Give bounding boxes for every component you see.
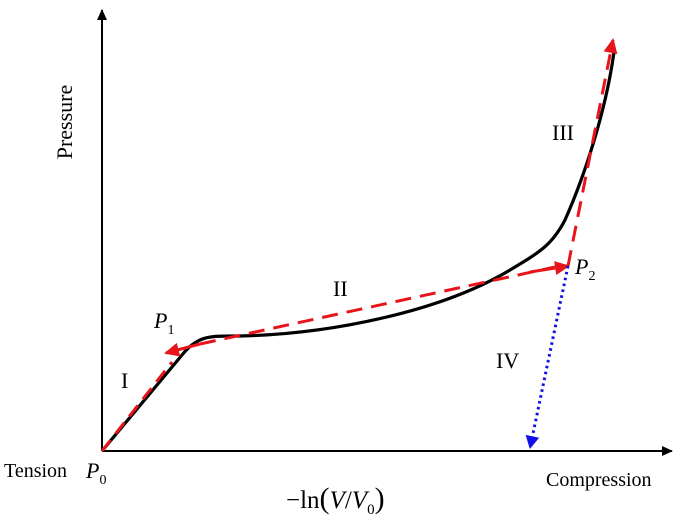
formula-slash: / <box>345 487 352 514</box>
region-label-4: IV <box>496 348 519 373</box>
p2-sub: 2 <box>588 269 595 284</box>
formula-minus-ln: −ln <box>286 487 320 514</box>
dashed-path-region-1 <box>100 361 174 452</box>
dashed-path-region-2 <box>199 265 556 346</box>
x-axis-formula: −ln(V/V0) <box>286 482 385 518</box>
formula-v0-base: V <box>352 487 370 514</box>
dashed-path-arrow-p1 <box>164 342 201 357</box>
point-label-p0: P0 <box>85 458 106 488</box>
p1-sub: 1 <box>167 323 174 338</box>
formula-close-paren: ) <box>375 482 385 515</box>
region-label-3: III <box>552 120 574 145</box>
p0-sub: 0 <box>99 473 106 488</box>
point-label-p1: P1 <box>153 308 174 338</box>
formula-v0-sub: 0 <box>367 502 375 518</box>
formula-v: V <box>330 487 348 514</box>
p1-base: P <box>153 308 167 333</box>
pressure-curve <box>100 51 616 453</box>
tension-label: Tension <box>4 460 67 482</box>
dashed-path-region-3 <box>566 38 618 267</box>
p2-base: P <box>574 254 588 279</box>
unloading-path-region-4 <box>525 265 570 449</box>
region-label-1: I <box>121 368 128 393</box>
point-label-p2: P2 <box>574 254 595 284</box>
compression-label: Compression <box>546 469 652 491</box>
formula-open-paren: ( <box>320 482 330 515</box>
y-axis-label: Pressure <box>52 85 77 160</box>
dashed-path-arrow-p2 <box>529 261 570 275</box>
region-label-2: II <box>333 276 348 301</box>
p0-base: P <box>85 458 99 483</box>
